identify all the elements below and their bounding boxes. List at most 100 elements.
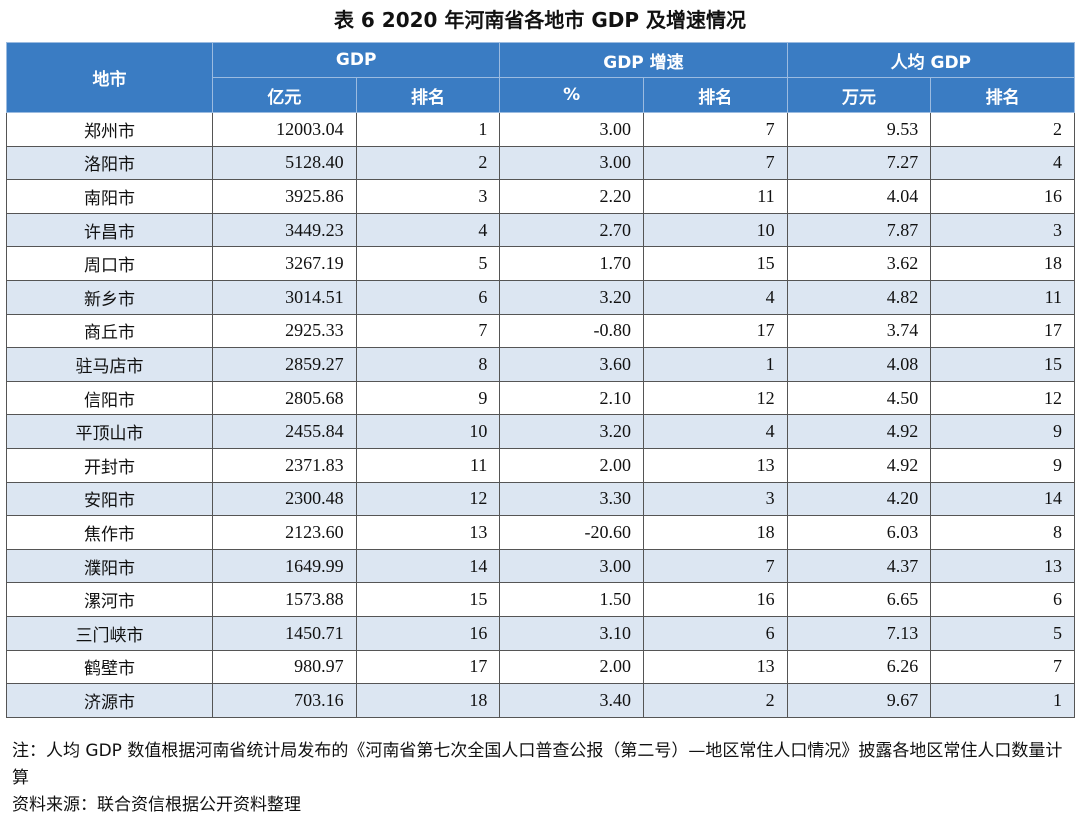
value-cell: 12003.04 [212, 112, 357, 147]
value-cell: 2925.33 [212, 313, 357, 349]
value-cell: 11 [642, 179, 788, 214]
city-cell: 许昌市 [6, 212, 213, 248]
sub-header: 亿元 [212, 77, 357, 113]
city-cell: 济源市 [6, 683, 213, 718]
value-cell: 12 [930, 380, 1075, 416]
table-row: 商丘市 2925.33 7 -0.80 17 3.74 17 [6, 313, 1075, 349]
value-cell: 7.87 [786, 212, 932, 248]
table-row: 鹤壁市 980.97 17 2.00 13 6.26 7 [6, 649, 1075, 685]
city-cell: 濮阳市 [6, 548, 213, 584]
value-cell: 1573.88 [212, 582, 357, 617]
value-cell: 4.08 [786, 347, 932, 382]
city-cell: 平顶山市 [6, 414, 213, 449]
value-cell: 13 [642, 649, 788, 685]
value-cell: 2 [355, 145, 501, 181]
city-cell: 漯河市 [6, 582, 213, 617]
value-cell: 12 [355, 481, 501, 517]
value-cell: 2 [930, 112, 1075, 147]
value-cell: 2 [642, 683, 788, 718]
value-cell: 17 [930, 313, 1075, 349]
table-row: 平顶山市 2455.84 10 3.20 4 4.92 9 [6, 414, 1075, 449]
value-cell: 7 [642, 112, 788, 147]
value-cell: 15 [930, 347, 1075, 382]
value-cell: 3014.51 [212, 279, 357, 315]
value-cell: 6 [642, 615, 788, 651]
value-cell: 16 [930, 179, 1075, 214]
sub-header: 排名 [355, 77, 501, 113]
value-cell: 3 [642, 481, 788, 517]
city-cell: 南阳市 [6, 179, 213, 214]
value-cell: 9 [930, 447, 1075, 483]
table-body: 郑州市 12003.04 1 3.00 7 9.53 2 洛阳市 5128.40 2 3.00 7 7.… [6, 112, 1075, 718]
value-cell: 4.82 [786, 279, 932, 315]
value-cell: 7 [642, 145, 788, 181]
value-cell: 9.53 [786, 112, 932, 147]
value-cell: 17 [355, 649, 501, 685]
table-row: 信阳市 2805.68 9 2.10 12 4.50 12 [6, 380, 1075, 416]
table-row: 开封市 2371.83 11 2.00 13 4.92 9 [6, 447, 1075, 483]
value-cell: 18 [355, 683, 501, 718]
value-cell: 11 [355, 447, 501, 483]
value-cell: 1649.99 [212, 548, 357, 584]
value-cell: 15 [642, 246, 788, 281]
value-cell: 3.30 [499, 481, 644, 517]
table-row: 许昌市 3449.23 4 2.70 10 7.87 3 [6, 212, 1075, 248]
value-cell: 6.03 [786, 515, 932, 550]
value-cell: 1 [355, 112, 501, 147]
city-cell: 驻马店市 [6, 347, 213, 382]
value-cell: 5128.40 [212, 145, 357, 181]
column-header: GDP [211, 42, 501, 78]
value-cell: 2371.83 [212, 447, 357, 483]
value-cell: 2.70 [499, 212, 644, 248]
sub-header: 万元 [786, 77, 932, 113]
table-row: 郑州市 12003.04 1 3.00 7 9.53 2 [6, 112, 1075, 147]
notes: 注：人均 GDP 数值根据河南省统计局发布的《河南省第七次全国人口普查公报（第二… [12, 738, 1070, 819]
value-cell: 13 [930, 548, 1075, 584]
value-cell: 13 [642, 447, 788, 483]
column-header: 人均 GDP [786, 42, 1076, 78]
value-cell: 3.20 [499, 279, 644, 315]
value-cell: 4.92 [786, 447, 932, 483]
value-cell: 2.00 [499, 447, 644, 483]
value-cell: 7 [642, 548, 788, 584]
table-row: 南阳市 3925.86 3 2.20 11 4.04 16 [6, 179, 1075, 214]
value-cell: 3.60 [499, 347, 644, 382]
city-cell: 鹤壁市 [6, 649, 213, 685]
table-row: 周口市 3267.19 5 1.70 15 3.62 18 [6, 246, 1075, 281]
value-cell: 5 [930, 615, 1075, 651]
city-cell: 商丘市 [6, 313, 213, 349]
value-cell: 7 [355, 313, 501, 349]
value-cell: 13 [355, 515, 501, 550]
value-cell: 3.74 [786, 313, 932, 349]
value-cell: 2.00 [499, 649, 644, 685]
value-cell: 18 [930, 246, 1075, 281]
table-row: 濮阳市 1649.99 14 3.00 7 4.37 13 [6, 548, 1075, 584]
column-header: GDP 增速 [499, 42, 788, 78]
gdp-table: 地市 GDP GDP 增速 人均 GDP 亿元 排名 % 排名 万元 排名 郑州… [6, 42, 1076, 718]
value-cell: 4.04 [786, 179, 932, 214]
value-cell: 1.70 [499, 246, 644, 281]
sub-header: % [499, 77, 644, 113]
city-cell: 信阳市 [6, 380, 213, 416]
value-cell: 11 [930, 279, 1075, 315]
value-cell: 2300.48 [212, 481, 357, 517]
value-cell: 2859.27 [212, 347, 357, 382]
table-title: 表 6 2020 年河南省各地市 GDP 及增速情况 [333, 8, 747, 32]
value-cell: 18 [642, 515, 788, 550]
value-cell: 3.40 [499, 683, 644, 718]
value-cell: 1.50 [499, 582, 644, 617]
value-cell: 4.50 [786, 380, 932, 416]
city-cell: 郑州市 [6, 112, 213, 147]
value-cell: 2.20 [499, 179, 644, 214]
table-row: 济源市 703.16 18 3.40 2 9.67 1 [6, 683, 1075, 718]
city-cell: 新乡市 [6, 279, 213, 315]
value-cell: 10 [642, 212, 788, 248]
value-cell: 4 [355, 212, 501, 248]
value-cell: 17 [642, 313, 788, 349]
value-cell: 3 [930, 212, 1075, 248]
value-cell: 14 [355, 548, 501, 584]
city-cell: 三门峡市 [6, 615, 213, 651]
value-cell: 3.00 [499, 145, 644, 181]
value-cell: 3925.86 [212, 179, 357, 214]
table-row: 焦作市 2123.60 13 -20.60 18 6.03 8 [6, 515, 1075, 550]
